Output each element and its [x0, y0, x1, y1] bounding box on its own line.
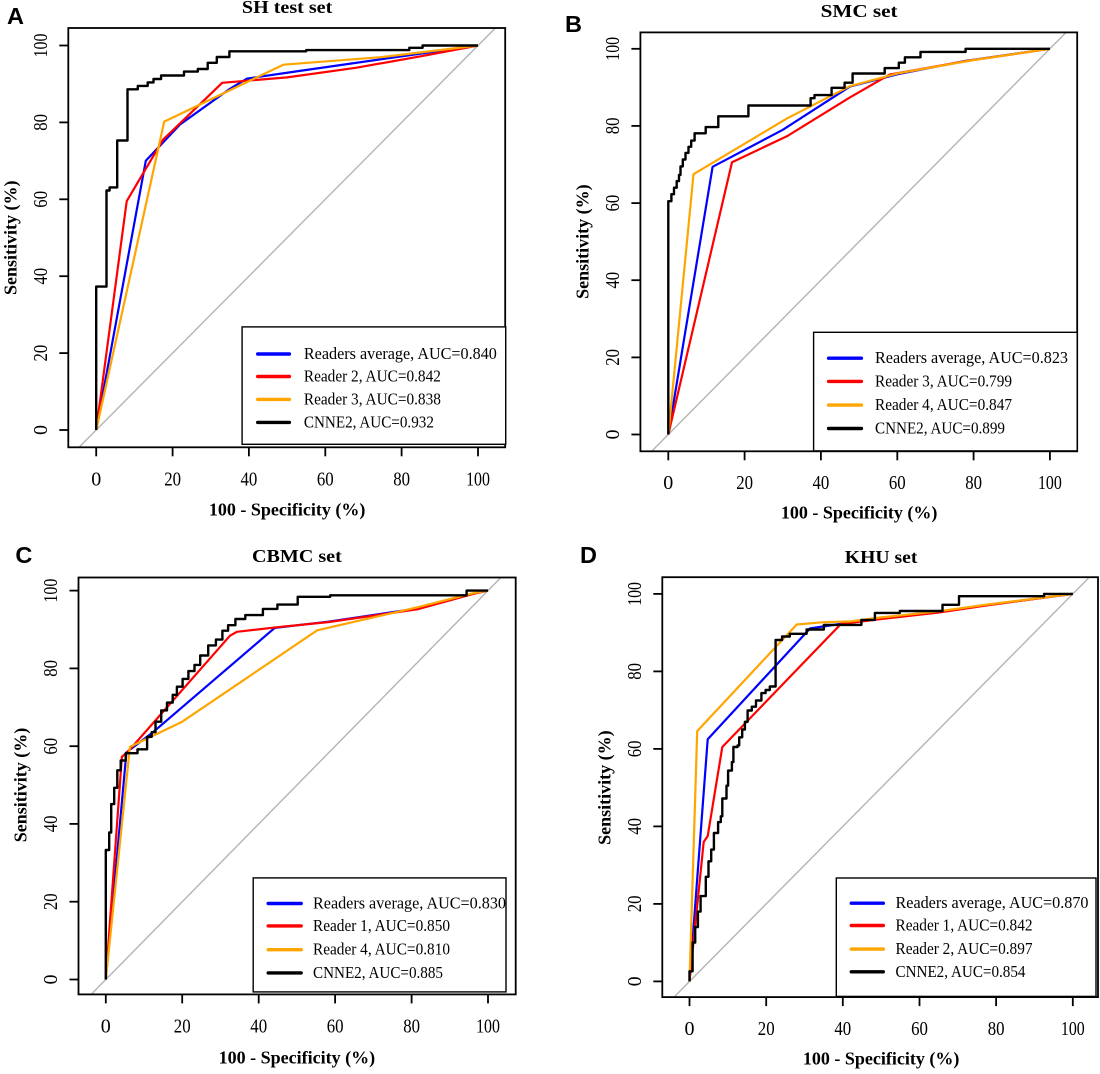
- svg-text:100 - Specificity (%): 100 - Specificity (%): [219, 1048, 375, 1069]
- svg-text:Reader 2, AUC=0.842: Reader 2, AUC=0.842: [304, 367, 441, 386]
- svg-text:SMC set: SMC set: [821, 1, 898, 21]
- svg-text:20: 20: [30, 345, 52, 362]
- svg-text:60: 60: [889, 472, 906, 494]
- svg-text:CNNE2, AUC=0.932: CNNE2, AUC=0.932: [304, 412, 434, 431]
- svg-text:0: 0: [624, 976, 646, 986]
- svg-text:Reader 3, AUC=0.799: Reader 3, AUC=0.799: [875, 371, 1012, 390]
- svg-text:40: 40: [40, 816, 62, 833]
- svg-text:Sensitivity (%): Sensitivity (%): [0, 181, 21, 296]
- svg-text:40: 40: [241, 468, 258, 490]
- svg-text:CNNE2, AUC=0.899: CNNE2, AUC=0.899: [875, 419, 1005, 438]
- svg-text:A: A: [7, 3, 24, 29]
- svg-text:20: 20: [602, 349, 624, 366]
- svg-text:40: 40: [834, 1018, 851, 1040]
- svg-text:Reader 1, AUC=0.850: Reader 1, AUC=0.850: [313, 916, 450, 935]
- svg-text:100: 100: [1038, 472, 1062, 494]
- svg-text:CNNE2, AUC=0.885: CNNE2, AUC=0.885: [313, 963, 443, 982]
- svg-text:100 - Specificity (%): 100 - Specificity (%): [803, 1049, 959, 1070]
- svg-text:0: 0: [30, 425, 52, 435]
- svg-text:100 - Specificity (%): 100 - Specificity (%): [209, 499, 365, 520]
- svg-text:60: 60: [317, 468, 334, 490]
- svg-text:20: 20: [164, 468, 181, 490]
- svg-text:80: 80: [624, 663, 646, 680]
- svg-text:SH test set: SH test set: [242, 0, 332, 17]
- svg-text:60: 60: [911, 1018, 928, 1040]
- svg-text:0: 0: [91, 468, 101, 490]
- svg-text:100: 100: [476, 1015, 500, 1037]
- svg-text:20: 20: [758, 1018, 775, 1040]
- svg-text:D: D: [580, 542, 597, 568]
- svg-text:80: 80: [965, 472, 982, 494]
- svg-text:80: 80: [602, 118, 624, 135]
- svg-text:20: 20: [40, 893, 62, 910]
- svg-text:Readers average, AUC=0.830: Readers average, AUC=0.830: [313, 894, 506, 913]
- svg-text:0: 0: [602, 430, 624, 440]
- svg-text:Sensitivity (%): Sensitivity (%): [572, 184, 593, 299]
- svg-text:60: 60: [602, 195, 624, 212]
- svg-text:100: 100: [466, 468, 490, 490]
- svg-text:C: C: [15, 542, 32, 568]
- svg-text:80: 80: [988, 1018, 1005, 1040]
- svg-text:CBMC set: CBMC set: [252, 546, 342, 566]
- svg-text:40: 40: [30, 268, 52, 285]
- svg-text:40: 40: [602, 272, 624, 289]
- svg-text:60: 60: [327, 1015, 344, 1037]
- svg-text:20: 20: [174, 1015, 191, 1037]
- svg-text:100 - Specificity (%): 100 - Specificity (%): [781, 503, 937, 524]
- svg-text:Reader 1, AUC=0.842: Reader 1, AUC=0.842: [896, 916, 1033, 935]
- svg-text:B: B: [565, 11, 582, 37]
- svg-text:Readers average, AUC=0.870: Readers average, AUC=0.870: [896, 893, 1089, 912]
- svg-text:20: 20: [736, 472, 753, 494]
- svg-text:100: 100: [624, 582, 646, 606]
- svg-text:0: 0: [663, 472, 673, 494]
- svg-text:80: 80: [403, 1015, 420, 1037]
- svg-text:Reader 3, AUC=0.838: Reader 3, AUC=0.838: [304, 389, 441, 408]
- svg-text:60: 60: [624, 741, 646, 758]
- svg-text:100: 100: [40, 579, 62, 603]
- svg-text:0: 0: [685, 1018, 695, 1040]
- svg-text:20: 20: [624, 896, 646, 913]
- svg-text:Reader 4, AUC=0.810: Reader 4, AUC=0.810: [313, 940, 450, 959]
- svg-text:60: 60: [30, 191, 52, 208]
- svg-text:80: 80: [40, 660, 62, 677]
- svg-text:0: 0: [101, 1015, 111, 1037]
- svg-text:40: 40: [624, 818, 646, 835]
- svg-text:0: 0: [40, 975, 62, 985]
- svg-text:80: 80: [393, 468, 410, 490]
- svg-text:100: 100: [30, 34, 52, 58]
- svg-text:40: 40: [250, 1015, 267, 1037]
- svg-text:Reader 2, AUC=0.897: Reader 2, AUC=0.897: [896, 939, 1033, 958]
- svg-text:100: 100: [602, 37, 624, 61]
- svg-text:Reader 4, AUC=0.847: Reader 4, AUC=0.847: [875, 395, 1012, 414]
- svg-text:Readers average, AUC=0.823: Readers average, AUC=0.823: [875, 348, 1068, 367]
- svg-text:80: 80: [30, 114, 52, 131]
- svg-text:CNNE2, AUC=0.854: CNNE2, AUC=0.854: [896, 962, 1026, 981]
- svg-text:100: 100: [1061, 1018, 1085, 1040]
- svg-text:Sensitivity (%): Sensitivity (%): [11, 728, 32, 843]
- svg-text:Readers average, AUC=0.840: Readers average, AUC=0.840: [304, 344, 497, 363]
- svg-text:KHU set: KHU set: [845, 547, 918, 567]
- svg-text:60: 60: [40, 738, 62, 755]
- svg-text:Sensitivity (%): Sensitivity (%): [594, 730, 615, 845]
- svg-text:40: 40: [813, 472, 830, 494]
